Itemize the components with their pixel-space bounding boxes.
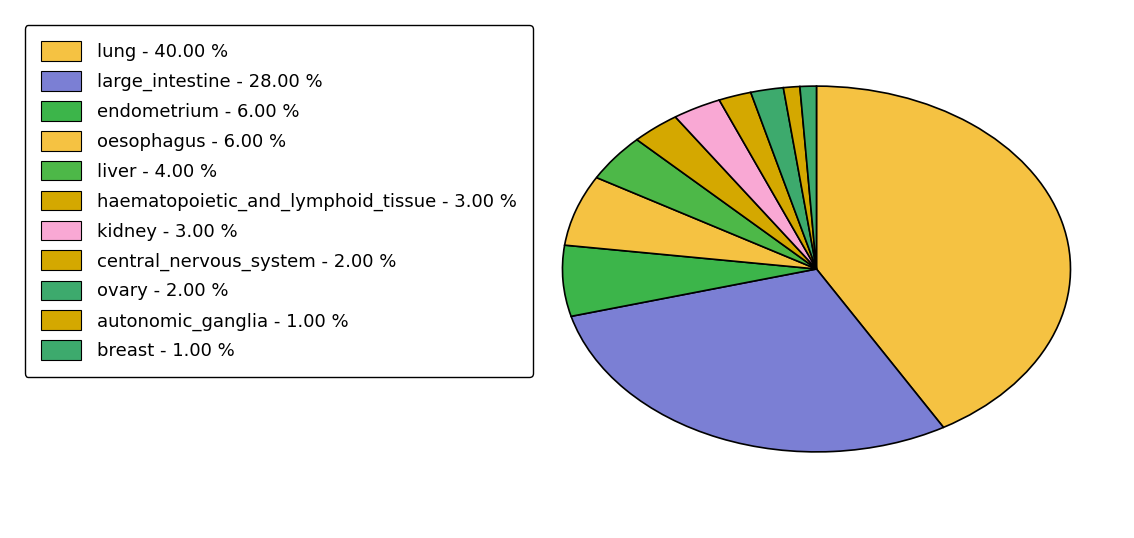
Legend: lung - 40.00 %, large_intestine - 28.00 %, endometrium - 6.00 %, oesophagus - 6.: lung - 40.00 %, large_intestine - 28.00 …	[25, 25, 533, 377]
Wedge shape	[751, 88, 816, 269]
Wedge shape	[637, 117, 816, 269]
Wedge shape	[784, 87, 816, 269]
Wedge shape	[562, 245, 816, 316]
Wedge shape	[799, 86, 816, 269]
Wedge shape	[572, 269, 943, 452]
Wedge shape	[816, 86, 1070, 427]
Wedge shape	[565, 178, 816, 269]
Wedge shape	[596, 140, 816, 269]
Wedge shape	[676, 100, 816, 269]
Wedge shape	[719, 93, 816, 269]
